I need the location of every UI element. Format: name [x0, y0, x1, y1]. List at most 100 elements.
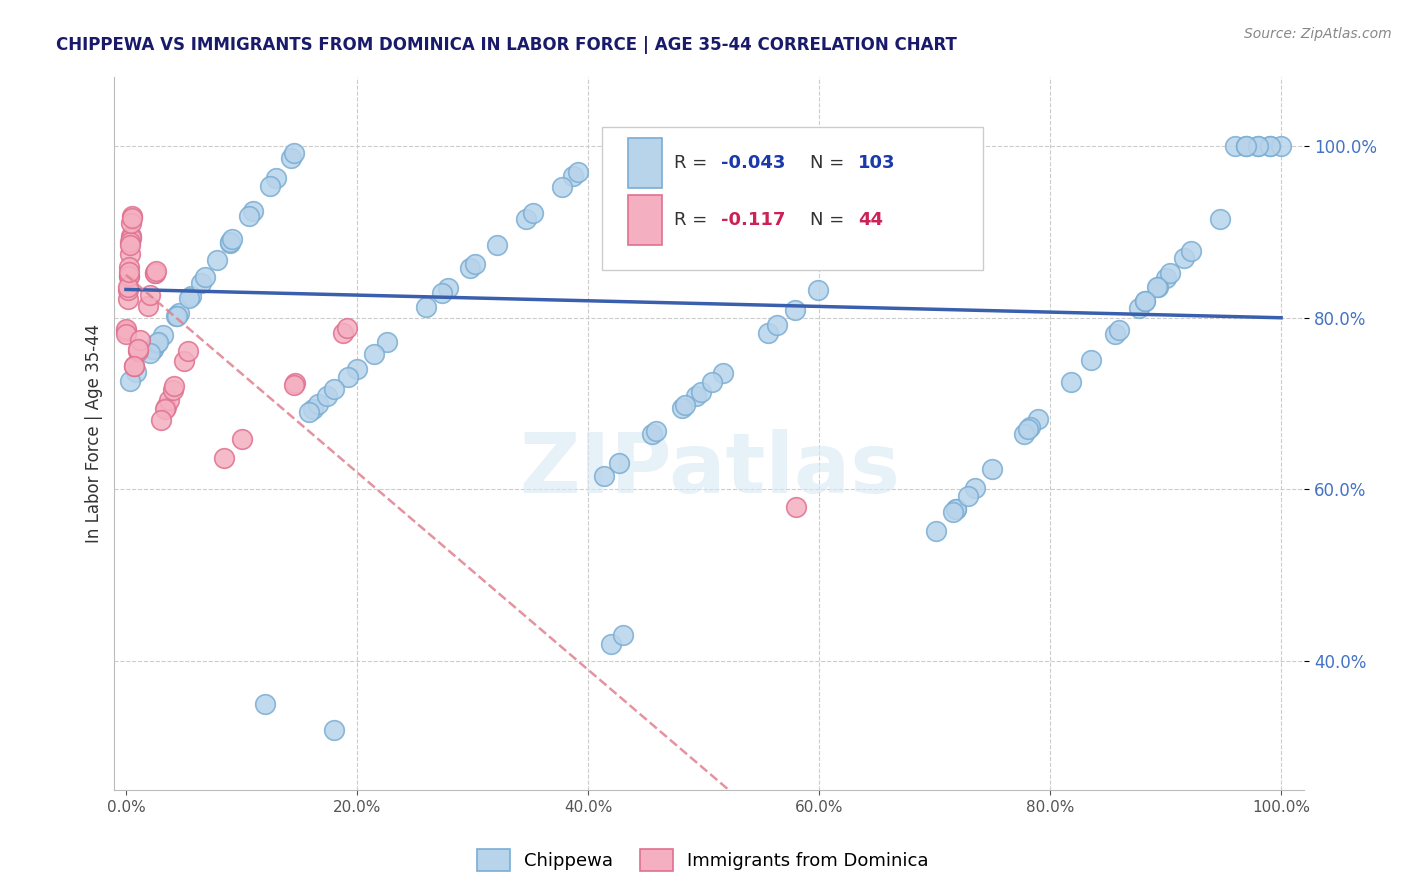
Point — [142, 342, 165, 356]
Point — [1258, 139, 1281, 153]
Point — [1154, 270, 1177, 285]
Text: -0.117: -0.117 — [721, 211, 786, 229]
Point — [120, 238, 142, 252]
Point — [280, 151, 302, 165]
Point — [120, 231, 142, 245]
Point — [163, 379, 186, 393]
Point — [118, 247, 141, 261]
Point — [332, 326, 354, 340]
Point — [671, 401, 693, 415]
Point — [129, 333, 152, 347]
Point — [685, 389, 707, 403]
Point — [415, 301, 437, 315]
Point — [945, 501, 967, 516]
Bar — [628, 195, 662, 244]
Point — [607, 456, 630, 470]
Point — [136, 300, 159, 314]
Point — [118, 265, 141, 279]
Point — [165, 310, 187, 324]
Point — [1108, 323, 1130, 337]
Point — [1258, 139, 1281, 153]
Point — [179, 292, 201, 306]
Point — [1223, 139, 1246, 153]
Point — [117, 292, 139, 306]
Point — [592, 468, 614, 483]
Point — [436, 281, 458, 295]
Point — [887, 213, 910, 227]
Point — [323, 382, 346, 396]
Point — [173, 353, 195, 368]
Point — [612, 628, 634, 642]
Point — [124, 359, 146, 373]
Point — [127, 343, 149, 358]
Point — [322, 723, 344, 737]
Point — [336, 321, 359, 335]
Point — [264, 171, 287, 186]
Point — [700, 376, 723, 390]
Point — [1080, 353, 1102, 368]
Point — [117, 280, 139, 294]
Point — [515, 211, 537, 226]
Point — [945, 501, 967, 516]
Point — [142, 342, 165, 356]
Point — [238, 209, 260, 223]
Point — [863, 234, 886, 248]
Point — [146, 335, 169, 350]
Point — [711, 366, 734, 380]
Point — [205, 253, 228, 268]
Point — [118, 260, 141, 274]
Point — [1135, 293, 1157, 308]
Point — [981, 462, 1004, 476]
Text: R =: R = — [673, 211, 713, 229]
Point — [253, 697, 276, 711]
Point — [127, 869, 149, 883]
Point — [124, 359, 146, 373]
Point — [221, 232, 243, 246]
Point — [460, 261, 482, 276]
Point — [1026, 411, 1049, 425]
Point — [464, 257, 486, 271]
Point — [1060, 376, 1083, 390]
Point — [145, 264, 167, 278]
Point — [485, 237, 508, 252]
Point — [567, 165, 589, 179]
Point — [242, 203, 264, 218]
Point — [316, 389, 339, 403]
Point — [432, 286, 454, 301]
Point — [121, 209, 143, 223]
Point — [363, 347, 385, 361]
Text: 44: 44 — [858, 211, 883, 229]
Point — [139, 346, 162, 360]
Point — [1247, 139, 1270, 153]
Point — [301, 401, 323, 416]
Point — [143, 266, 166, 280]
Point — [127, 343, 149, 357]
Point — [896, 205, 918, 219]
Y-axis label: In Labor Force | Age 35-44: In Labor Force | Age 35-44 — [86, 324, 103, 543]
Point — [118, 375, 141, 389]
Point — [180, 289, 202, 303]
Point — [1014, 426, 1036, 441]
Point — [125, 366, 148, 380]
Point — [121, 211, 143, 225]
Point — [1128, 301, 1150, 315]
Point — [1270, 139, 1292, 153]
Point — [117, 283, 139, 297]
Point — [1146, 280, 1168, 294]
Point — [756, 326, 779, 341]
Point — [167, 306, 190, 320]
Point — [283, 377, 305, 392]
Point — [115, 322, 138, 336]
Point — [600, 637, 623, 651]
Point — [150, 413, 173, 427]
Point — [118, 269, 141, 284]
Point — [1104, 327, 1126, 342]
Point — [645, 424, 668, 438]
Point — [284, 376, 307, 390]
Point — [120, 216, 142, 230]
Point — [346, 362, 368, 376]
Point — [1247, 139, 1270, 153]
Point — [190, 276, 212, 290]
Bar — [628, 138, 662, 188]
Point — [1236, 139, 1258, 153]
